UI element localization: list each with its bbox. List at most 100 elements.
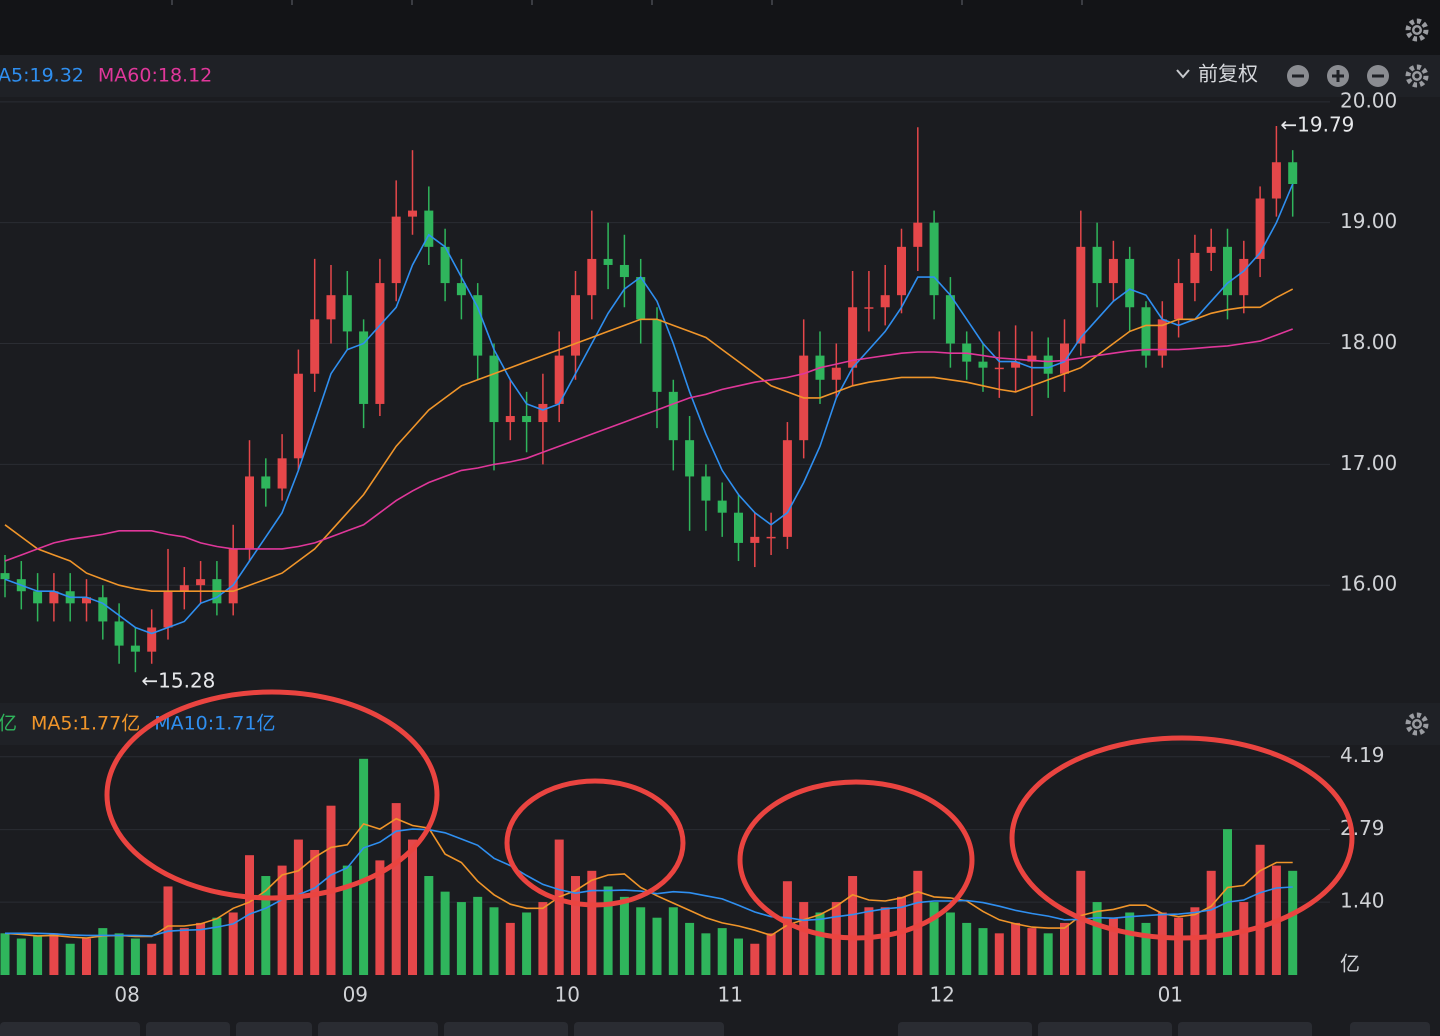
candle-body [0,573,10,580]
legend-entry: MA60:18.12 [98,65,212,87]
candle-body [766,536,776,539]
volume-bar [962,922,972,975]
volume-bar [1092,902,1102,975]
candle-body [261,476,271,489]
candle-body [1043,355,1053,374]
volume-bar [310,849,320,975]
top-bar [0,0,1440,55]
candle-body [98,597,108,622]
volume-bar [49,933,59,975]
volume-bar [33,935,43,975]
volume-bar [245,855,254,975]
settings-icon[interactable] [1405,712,1429,736]
candle-body [1011,361,1021,368]
candle-body [1288,162,1298,185]
volume-bar [228,912,238,975]
volume-bar [848,876,858,975]
volume-bar [929,902,939,975]
volume-bar [1174,917,1184,975]
volume-bar [98,928,108,975]
candle-body [782,440,792,537]
volume-bar [16,938,26,975]
settings-icon[interactable] [1405,64,1429,88]
volume-bar [130,938,140,975]
bottom-tabs [0,1022,1430,1036]
candle-body [750,536,760,543]
volume-bar [440,891,450,975]
candle-body [163,591,173,628]
candle-body [342,295,352,332]
x-tick-label: 09 [343,983,368,1007]
candle-body [913,222,923,247]
candle-body [994,367,1004,370]
candle-body [603,258,613,265]
ma-line [4,288,1294,592]
candle-body [685,440,695,477]
volume-bar [261,876,271,975]
volume-bar [603,886,613,975]
volume-bar [1206,870,1216,975]
min-annotation: ←15.28 [141,669,215,693]
ma-line [4,328,1293,562]
candle-body [929,222,939,296]
volume-bar [114,933,124,975]
candle-body [1223,246,1232,296]
candle-body [652,319,662,392]
candle-body [1060,343,1069,374]
x-tick-label: 01 [1158,983,1183,1007]
candle-body [1271,162,1281,199]
candle-body [831,367,841,380]
candle-body [391,216,401,284]
volume-bar [587,870,597,975]
volume-bar [1125,912,1135,975]
settings-icon[interactable] [1405,18,1429,42]
volume-bar [1255,844,1265,975]
volume-bar [782,881,792,975]
candle-body [1239,258,1249,296]
volume-bar [147,943,157,975]
volume-bar [571,876,580,975]
candle-body [505,416,515,423]
candle-body [587,258,597,296]
volume-bar [1027,928,1037,975]
volume-bar [179,928,189,975]
candle-body [82,597,91,604]
candle-body [978,361,988,368]
volume-bar [293,839,303,975]
volume-bar [424,876,434,975]
volume-bar [554,839,564,975]
legend-strip [0,55,1440,97]
volume-bar [701,933,711,975]
zoom-out-button[interactable] [1287,65,1309,87]
volume-bar [668,907,678,975]
dropdown-chevron[interactable] [1176,69,1190,79]
volume-bar [913,870,923,975]
candle-body [33,591,43,604]
candle-body [1076,246,1086,344]
volume-bar [538,902,548,975]
volume-bar [685,922,695,975]
adjust-button[interactable]: 前复权 [1198,62,1258,86]
collapse-button[interactable] [1367,65,1389,87]
candle-body [359,331,369,404]
volume-bar [864,907,874,975]
y-tick-label: 4.19 [1340,743,1385,767]
volume-bar [1043,933,1053,975]
candle-body [228,548,238,604]
candle-body [277,458,287,489]
candle-body [880,295,890,308]
volume-bar [750,943,760,975]
y-tick-label: 17.00 [1340,451,1397,475]
candle-body [717,500,727,513]
y-unit-label: 亿 [1340,952,1360,976]
legend-entry: A5:19.32 [0,65,84,87]
candle-body [1206,246,1216,253]
candle-body [1255,198,1265,259]
candle-body [196,579,206,586]
candle-body [538,403,548,423]
volume-bar [717,928,727,975]
candle-body [424,210,434,247]
zoom-in-button[interactable] [1327,65,1349,87]
